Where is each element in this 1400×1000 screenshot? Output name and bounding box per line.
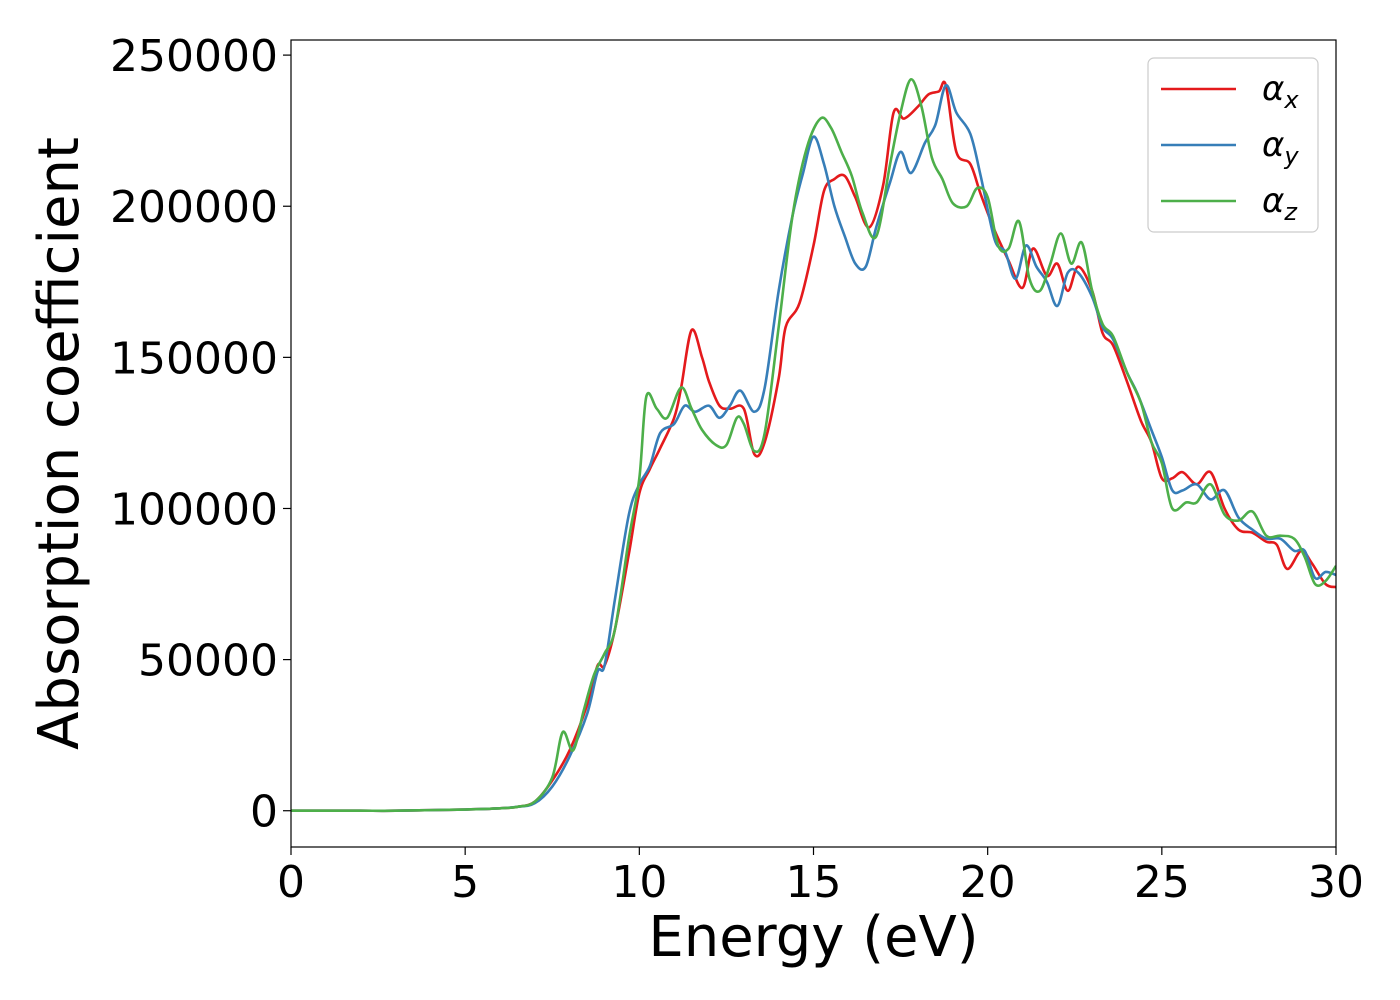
x-tick-label: 5 [451, 857, 479, 908]
y-axis-title: Absorption coefficient [27, 137, 92, 750]
y-tick-label: 150000 [110, 333, 278, 384]
legend: αx αy αz [1147, 57, 1319, 233]
x-tick-label: 30 [1308, 857, 1364, 908]
y-tick-label: 50000 [138, 636, 278, 687]
y-tick-label: 0 [250, 787, 278, 838]
x-tick-label: 10 [611, 857, 667, 908]
x-tick-label: 25 [1134, 857, 1190, 908]
series-line-z [291, 77, 1336, 813]
y-tick-label: 100000 [110, 484, 278, 535]
plot-area [291, 77, 1336, 813]
x-tick-label: 15 [786, 857, 842, 908]
x-tick-label: 0 [277, 857, 305, 908]
x-tick-label: 20 [960, 857, 1016, 908]
plot-frame [290, 39, 1337, 848]
x-axis-title: Energy (eV) [648, 905, 978, 970]
legend-label-z: αz [1262, 181, 1298, 226]
series-line-y [291, 84, 1336, 813]
legend-label-x: αx [1262, 69, 1299, 114]
axis-ticks: 0 5 10 15 20 25 30 0 50000 100000 150000 200000 2500… [110, 31, 1364, 908]
legend-label-y: αy [1262, 125, 1299, 170]
y-tick-label: 250000 [110, 31, 278, 82]
y-tick-label: 200000 [110, 182, 278, 233]
